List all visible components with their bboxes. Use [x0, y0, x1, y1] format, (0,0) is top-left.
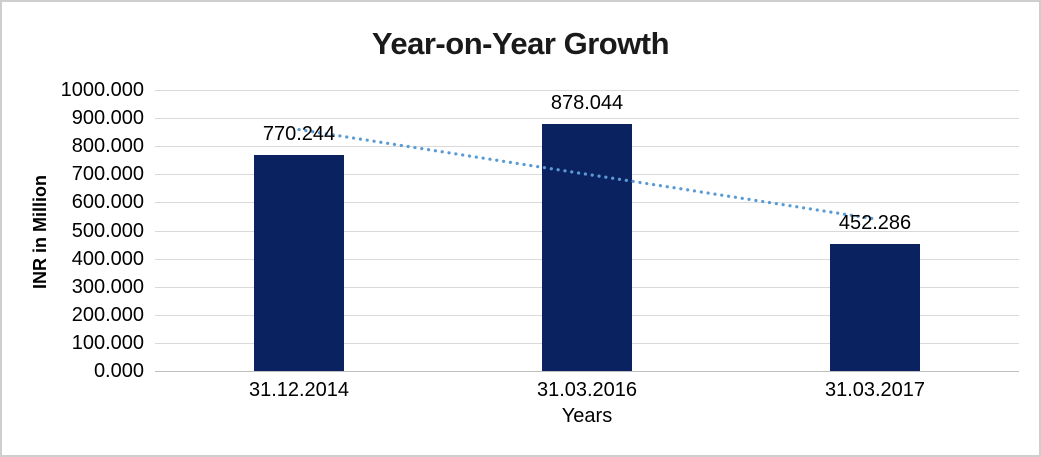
bar-value-label: 770.244 — [262, 122, 336, 145]
y-tick-label: 500.000 — [71, 219, 144, 242]
y-tick-label: 200.000 — [71, 303, 144, 326]
y-tick-label: 900.000 — [71, 107, 144, 130]
x-tick-label: 31.03.2016 — [536, 379, 638, 401]
x-tick-label: 31.12.2014 — [248, 379, 350, 401]
y-tick-label: 600.000 — [71, 191, 144, 214]
chart-title: Year-on-Year Growth — [371, 26, 670, 61]
bar-value-label: 452.286 — [838, 211, 912, 234]
x-tick-label: 31.03.2017 — [824, 379, 926, 401]
y-tick-label: 100.000 — [71, 331, 144, 354]
y-tick-label: 800.000 — [71, 135, 144, 158]
bar-31.03.2016 — [542, 124, 632, 371]
bar-31.03.2017 — [830, 243, 920, 371]
y-tick-label: 300.000 — [71, 275, 144, 298]
gridline — [155, 118, 1019, 120]
y-tick-label: 700.000 — [71, 163, 144, 186]
bar-value-label: 878.044 — [550, 92, 624, 115]
y-tick-label: 400.000 — [71, 247, 144, 270]
x-axis-line — [155, 371, 1019, 372]
y-tick-label: 0.000 — [93, 360, 144, 382]
x-axis-title: Years — [561, 405, 613, 427]
bar-31.12.2014 — [254, 154, 344, 371]
y-tick-label: 1000.000 — [60, 79, 144, 101]
gridline — [155, 90, 1019, 91]
